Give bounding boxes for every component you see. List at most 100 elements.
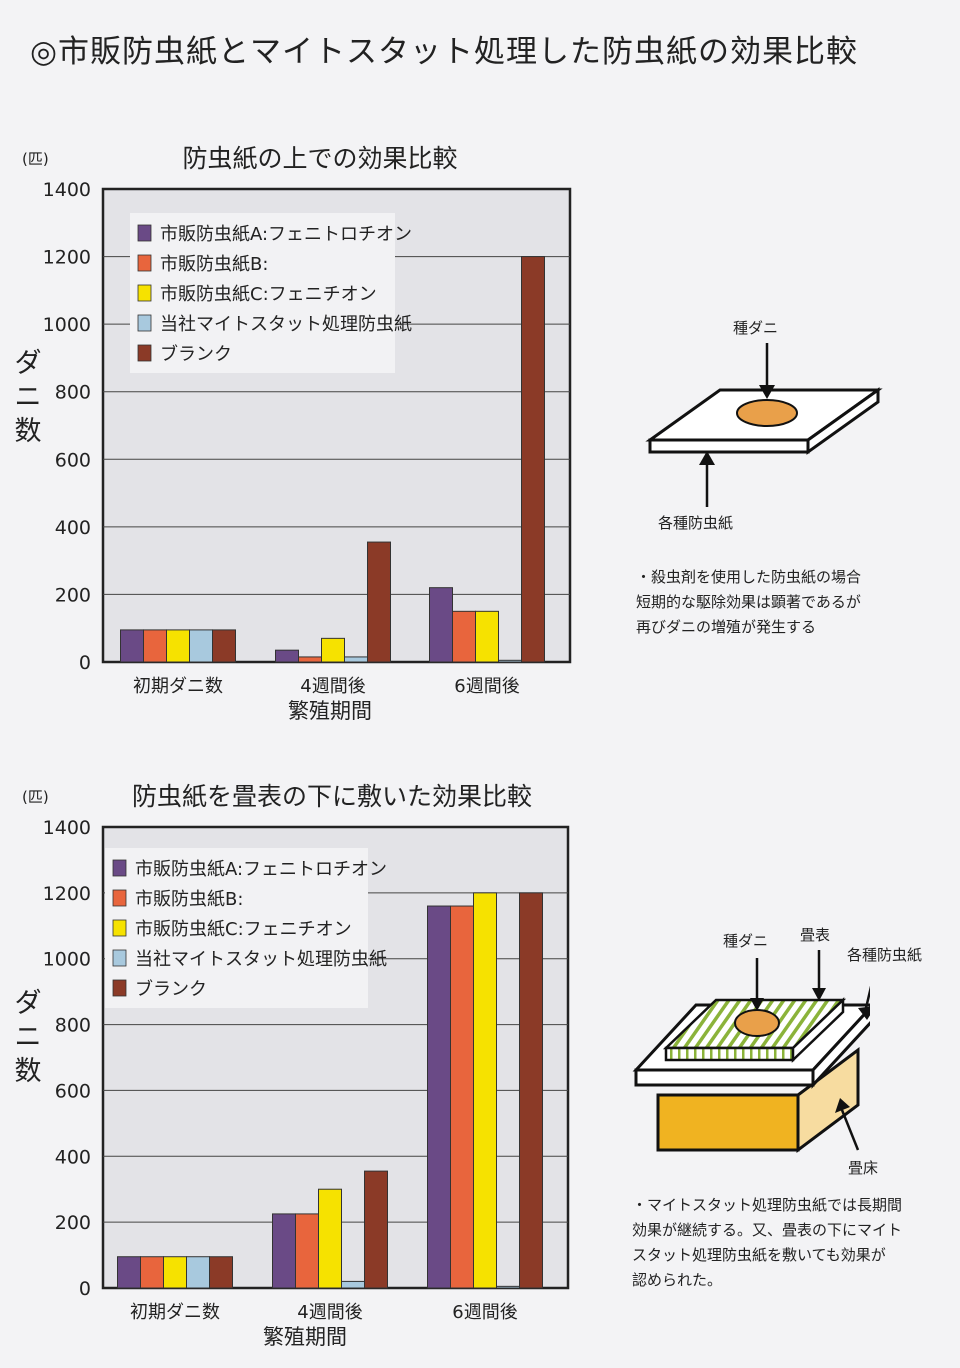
legend-box: [105, 848, 368, 1008]
y-unit-label: (匹): [22, 150, 49, 168]
note-line: 効果が継続する。又、畳表の下にマイト: [632, 1221, 903, 1239]
bar-1-3: [341, 1280, 365, 1289]
diagram1-paper-label: 各種防虫紙: [658, 514, 734, 532]
bar-0-3: [189, 629, 213, 663]
y-tick-label: 200: [55, 584, 91, 606]
legend-label: 市販防虫紙C:フェニチオン: [135, 919, 352, 940]
y-tick-label: 800: [55, 382, 91, 404]
note-line: 認められた。: [632, 1271, 723, 1289]
y-tick-label: 400: [55, 1146, 91, 1168]
y-tick-label: 1000: [43, 949, 91, 971]
diagram2-tatami-surface-label: 畳表: [800, 926, 831, 944]
legend-box: [130, 213, 395, 373]
page-title: ◎市販防虫紙とマイトスタット処理した防虫紙の効果比較: [30, 34, 859, 70]
y-tick-label: 600: [55, 449, 91, 471]
diagram1-note: ・殺虫剤を使用した防虫紙の場合 短期的な駆除効果は顕著であるが 再びダニの増殖が…: [636, 565, 861, 640]
chart-top-on-paper: (匹) 防虫紙の上での効果比較 0 200 400 600 800 1000 1200 1400 ダ…: [15, 144, 572, 723]
bar-2-3: [498, 659, 522, 663]
legend-swatch: [112, 859, 127, 877]
legend-swatch: [112, 949, 127, 967]
note-line: 短期的な駆除効果は顕著であるが: [636, 593, 861, 611]
y-axis-label-char: 数: [15, 416, 42, 447]
bar-1-0: [275, 649, 299, 663]
bar-0-2: [166, 629, 190, 663]
y-tick-label: 1000: [43, 314, 91, 336]
legend-swatch: [137, 344, 152, 362]
bar-1-4: [364, 1170, 388, 1289]
legend-label: 当社マイトスタット処理防虫紙: [160, 314, 412, 335]
diagram2-mite-label: 種ダニ: [723, 932, 769, 950]
y-axis-label-char: ニ: [15, 1022, 42, 1053]
y-unit-label: (匹): [22, 788, 49, 806]
y-tick-label: 400: [55, 517, 91, 539]
note-line: ・マイトスタット処理防虫紙では長期間: [632, 1196, 903, 1214]
y-tick-label: 1400: [43, 179, 91, 201]
legend-label: 市販防虫紙C:フェニチオン: [160, 284, 377, 305]
y-axis-label-char: ニ: [15, 382, 42, 413]
bar-2-0: [427, 905, 451, 1289]
legend-swatch: [112, 979, 127, 997]
bar-2-4: [521, 256, 545, 663]
legend-label: 市販防虫紙A:フェニトロチオン: [160, 224, 412, 245]
note-line: 再びダニの増殖が発生する: [636, 618, 817, 636]
diagram2-paper-label: 各種防虫紙: [847, 946, 923, 964]
mite-ellipse: [734, 1009, 780, 1037]
y-tick-label: 1200: [43, 247, 91, 269]
legend-label: 市販防虫紙A:フェニトロチオン: [135, 859, 387, 880]
bar-0-1: [143, 629, 167, 663]
bar-1-1: [298, 656, 322, 663]
x-axis-label: 繁殖期間: [288, 699, 372, 723]
legend-swatch: [137, 224, 152, 242]
bar-0-3: [186, 1256, 210, 1289]
bar-2-1: [452, 610, 476, 663]
y-axis-label-char: ダ: [15, 988, 42, 1019]
bar-1-2: [318, 1188, 342, 1289]
bar-1-4: [367, 541, 391, 663]
y-tick-label: 800: [55, 1015, 91, 1037]
bar-2-2: [475, 610, 499, 663]
legend-label: ブランク: [160, 343, 232, 365]
bar-2-2: [473, 892, 497, 1289]
chart-under-tatami: (匹) 防虫紙を畳表の下に敷いた効果比較 0 200 400 600 800 1000 1200…: [15, 782, 570, 1349]
bar-1-0: [272, 1213, 296, 1289]
x-tick-label: 4週間後: [300, 676, 365, 697]
bar-2-3: [496, 1285, 520, 1289]
note-line: スタット処理防虫紙を敷いても効果が: [632, 1246, 886, 1264]
x-axis-label: 繁殖期間: [263, 1325, 347, 1349]
y-tick-label: 0: [79, 652, 91, 674]
bar-1-1: [295, 1213, 319, 1289]
diagram1-paper-illustration: [645, 343, 883, 507]
mite-ellipse: [736, 399, 798, 427]
diagram2-note: ・マイトスタット処理防虫紙では長期間 効果が継続する。又、畳表の下にマイト スタ…: [632, 1193, 902, 1293]
legend-swatch: [137, 284, 152, 302]
y-axis-label-char: 数: [15, 1056, 42, 1087]
bar-2-1: [450, 905, 474, 1289]
y-axis-label-char: ダ: [15, 348, 42, 379]
legend-label: 市販防虫紙B:: [135, 889, 243, 910]
x-tick-label: 4週間後: [297, 1302, 362, 1323]
legend-label: 市販防虫紙B:: [160, 254, 268, 275]
legend-swatch: [137, 314, 152, 332]
x-tick-label: 初期ダニ数: [130, 1302, 220, 1323]
bar-2-4: [519, 892, 543, 1289]
chart-title: 防虫紙を畳表の下に敷いた効果比較: [132, 782, 532, 811]
note-line: ・殺虫剤を使用した防虫紙の場合: [636, 568, 862, 586]
legend-swatch: [112, 919, 127, 937]
diagram2-tatami-floor-label: 畳床: [848, 1159, 879, 1177]
legend-label: 当社マイトスタット処理防虫紙: [135, 949, 387, 970]
y-tick-label: 1200: [43, 883, 91, 905]
y-tick-label: 0: [79, 1278, 91, 1300]
diagram2-tatami-illustration: [632, 950, 870, 1153]
bar-2-0: [429, 587, 453, 663]
bar-0-4: [212, 629, 236, 663]
bar-0-1: [140, 1256, 164, 1289]
bar-0-0: [120, 629, 144, 663]
diagram1-mite-label: 種ダニ: [733, 319, 779, 337]
y-tick-label: 600: [55, 1080, 91, 1102]
bar-0-0: [117, 1256, 141, 1289]
y-tick-label: 200: [55, 1212, 91, 1234]
x-tick-label: 初期ダニ数: [133, 676, 223, 697]
legend-swatch: [112, 889, 127, 907]
bar-1-3: [344, 656, 368, 663]
x-tick-label: 6週間後: [452, 1302, 517, 1323]
